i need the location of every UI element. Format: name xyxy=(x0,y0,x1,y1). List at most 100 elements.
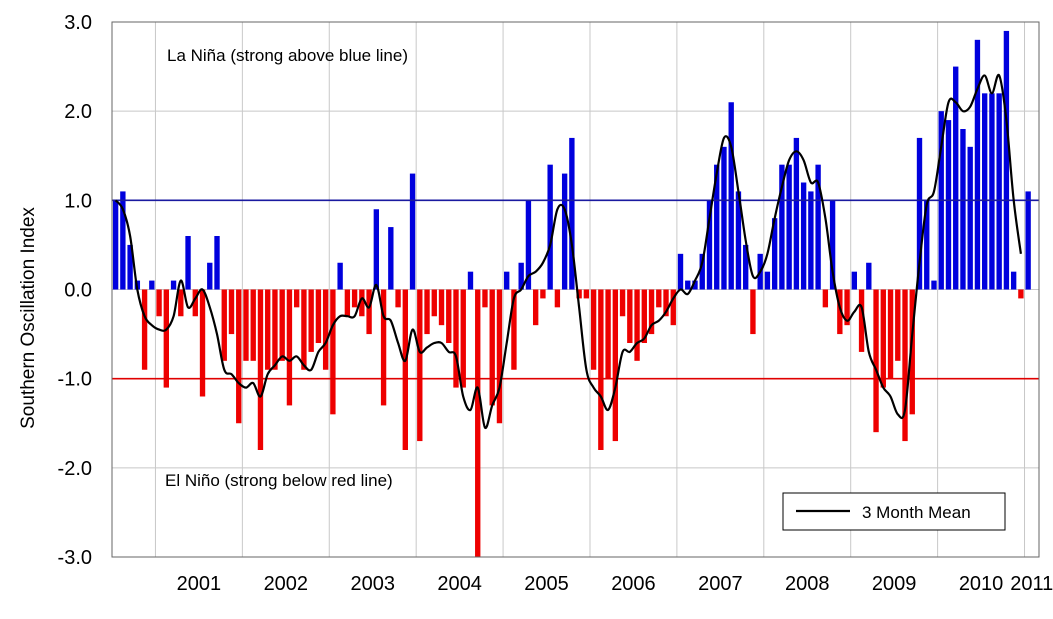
bar-positive xyxy=(120,191,126,290)
bar-negative xyxy=(612,289,619,442)
bar-negative xyxy=(648,289,655,335)
bar-negative xyxy=(576,289,582,299)
bar-positive xyxy=(149,280,155,290)
bar-positive xyxy=(467,271,474,290)
bar-negative xyxy=(532,289,539,326)
bar-negative xyxy=(656,289,662,308)
bar-negative xyxy=(670,289,676,326)
bar-positive xyxy=(960,129,966,290)
bar-positive xyxy=(974,39,981,290)
bar-negative xyxy=(554,289,561,308)
bar-positive xyxy=(743,244,749,290)
bar-positive xyxy=(916,137,923,290)
bar-negative xyxy=(243,289,249,361)
bar-positive xyxy=(996,93,1002,290)
bar-positive xyxy=(851,271,858,290)
bar-negative xyxy=(887,289,894,379)
bar-negative xyxy=(141,289,148,370)
bar-negative xyxy=(909,289,915,415)
bar-negative xyxy=(395,289,401,308)
bar-negative xyxy=(199,289,206,397)
bar-negative xyxy=(895,289,901,361)
bar-negative xyxy=(489,289,495,406)
bar-positive xyxy=(953,66,959,290)
bar-negative xyxy=(308,289,314,352)
y-tick-label: -3.0 xyxy=(58,547,92,569)
bar-positive xyxy=(1010,271,1017,290)
x-tick-label: 2005 xyxy=(524,573,569,595)
x-tick-label: 2002 xyxy=(264,573,309,595)
bar-negative xyxy=(634,289,640,361)
bar-positive xyxy=(677,253,684,290)
bar-negative xyxy=(605,289,611,379)
bar-positive xyxy=(337,262,343,290)
bar-negative xyxy=(286,289,293,406)
bar-negative xyxy=(301,289,307,370)
bar-positive xyxy=(866,262,872,290)
x-tick-label: 2003 xyxy=(350,573,395,595)
x-tick-label: 2006 xyxy=(611,573,656,595)
la-nina-annotation: La Niña (strong above blue line) xyxy=(167,46,408,65)
bar-positive xyxy=(170,280,177,290)
bar-positive xyxy=(771,218,778,290)
bar-negative xyxy=(663,289,669,317)
bar-negative xyxy=(272,289,278,370)
bar-negative xyxy=(511,289,517,370)
bar-positive xyxy=(185,236,191,290)
legend-label: 3 Month Mean xyxy=(862,503,971,522)
el-nino-annotation: El Niño (strong below red line) xyxy=(165,471,393,490)
x-tick-label: 2011 xyxy=(1010,573,1053,595)
bar-negative xyxy=(366,289,372,335)
bar-negative xyxy=(590,289,597,370)
x-tick-labels: 2001 2002 2003 2004 2005 2006 2007 2008 2009 2010… xyxy=(177,573,1053,595)
bar-positive xyxy=(808,191,814,290)
bar-positive xyxy=(728,102,734,290)
bar-negative xyxy=(619,289,626,317)
x-tick-label: 2007 xyxy=(698,573,743,595)
bar-negative xyxy=(460,289,466,388)
bar-negative xyxy=(446,289,452,343)
bar-positive xyxy=(388,227,394,290)
bar-positive xyxy=(786,164,792,290)
bar-negative xyxy=(641,289,647,343)
legend: 3 Month Mean xyxy=(782,492,1006,531)
bar-negative xyxy=(192,289,198,317)
x-tick-label: 2004 xyxy=(437,573,482,595)
bar-positive xyxy=(127,244,133,290)
bar-positive xyxy=(706,200,713,290)
bar-positive xyxy=(764,271,771,290)
bar-positive xyxy=(967,146,973,290)
bar-negative xyxy=(424,289,430,335)
bar-negative xyxy=(315,289,322,343)
bar-positive xyxy=(982,93,988,290)
bar-positive xyxy=(569,137,575,290)
bar-positive xyxy=(779,164,785,290)
bar-negative xyxy=(822,289,829,308)
bar-negative xyxy=(330,289,336,415)
bar-positive xyxy=(373,209,380,290)
bar-negative xyxy=(453,289,459,388)
mean-line-group xyxy=(114,73,1022,429)
bar-negative xyxy=(540,289,546,299)
y-tick-label: -1.0 xyxy=(58,369,92,391)
bar-positive xyxy=(829,200,836,290)
bar-negative xyxy=(344,289,351,317)
bar-negative xyxy=(351,289,358,308)
bar-negative xyxy=(475,289,481,557)
bar-negative xyxy=(880,289,886,388)
bar-positive xyxy=(547,164,553,290)
bar-positive xyxy=(815,164,821,290)
y-tick-label: 3.0 xyxy=(64,12,92,34)
bar-positive xyxy=(409,173,416,290)
bar-positive xyxy=(924,200,930,290)
bar-positive xyxy=(989,93,995,290)
bar-negative xyxy=(750,289,756,335)
bar-positive xyxy=(793,137,800,290)
bar-positive xyxy=(692,280,698,290)
x-tick-label: 2010 xyxy=(959,573,1004,595)
bar-positive xyxy=(518,262,524,290)
bar-negative xyxy=(598,289,604,450)
y-tick-label: 2.0 xyxy=(64,101,92,123)
bar-negative xyxy=(380,289,387,406)
